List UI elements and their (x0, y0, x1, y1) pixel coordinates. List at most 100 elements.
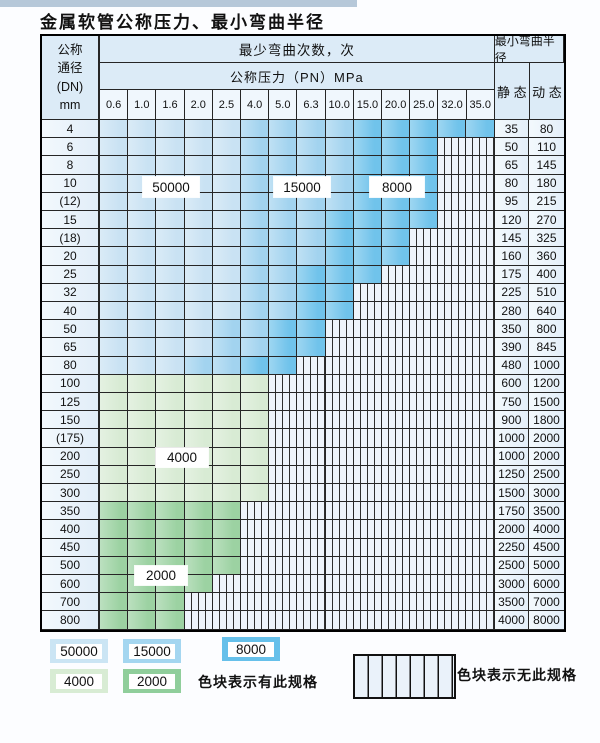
dynamic-radius-cell: 800 (529, 320, 564, 339)
no-spec-cell (353, 302, 382, 321)
spec-cell (212, 411, 241, 430)
dynamic-radius-cell: 110 (529, 138, 564, 157)
no-spec-cell (410, 374, 439, 394)
table-row: 40 280 640 (42, 302, 564, 321)
dn-cell: 300 (42, 484, 100, 503)
dynamic-radius-cell: 1800 (529, 411, 564, 430)
spec-cell (184, 283, 213, 303)
spec-cell (184, 138, 213, 157)
no-spec-cell (466, 320, 495, 339)
spec-cell (353, 229, 382, 248)
table-row: (12) 95 215 (42, 192, 564, 212)
no-spec-cell (466, 356, 495, 375)
spec-cell (353, 265, 382, 284)
no-spec-cell (438, 338, 467, 357)
spec-cell (212, 338, 241, 357)
spec-cell (297, 120, 326, 139)
no-spec-cell (466, 575, 495, 594)
no-spec-cell (297, 374, 326, 394)
no-spec-cell (466, 593, 495, 612)
dn-cell: 10 (42, 174, 100, 193)
no-spec-cell (438, 465, 467, 485)
no-spec-cell (381, 411, 411, 430)
no-spec-cell (381, 465, 411, 485)
spec-cell (297, 320, 326, 339)
static-radius-cell: 2500 (493, 556, 530, 576)
no-spec-cell (410, 447, 439, 466)
no-spec-cell (438, 283, 467, 303)
spec-cell (325, 156, 354, 175)
no-spec-cell (438, 538, 467, 557)
no-spec-cell (325, 356, 354, 375)
no-spec-cell (410, 465, 439, 485)
no-spec-cell (466, 338, 495, 357)
spec-cell (269, 229, 298, 248)
spec-cell (156, 484, 185, 503)
spec-cell (128, 320, 157, 339)
no-spec-cell (466, 393, 495, 412)
spec-cell (156, 302, 185, 321)
spec-cell (184, 538, 213, 557)
spec-cell (240, 465, 270, 485)
spec-cell (212, 229, 241, 248)
pressure-header-cell: 25.0 (410, 90, 439, 119)
spec-cell (240, 356, 270, 375)
spec-cell (156, 120, 185, 139)
no-spec-cell (297, 520, 326, 539)
spec-cell (269, 247, 298, 266)
spec-cell (212, 393, 241, 412)
no-spec-cell (466, 465, 495, 485)
no-spec-cell (466, 283, 495, 303)
static-radius-cell: 280 (493, 302, 530, 321)
spec-cell (325, 174, 354, 193)
spec-cell (184, 502, 213, 521)
no-spec-cell (269, 374, 298, 394)
no-spec-cell (212, 593, 241, 612)
table-row: 6 50 110 (42, 138, 564, 157)
no-spec-cell (353, 374, 382, 394)
dynamic-radius-cell: 1200 (529, 374, 564, 394)
table-row: 100 600 1200 (42, 374, 564, 394)
spec-cell (240, 192, 270, 212)
table-row: 80 480 1000 (42, 356, 564, 375)
table-row: 125 750 1500 (42, 393, 564, 412)
dn-cell: 150 (42, 411, 100, 430)
spec-cell (128, 138, 157, 157)
spec-cell (156, 138, 185, 157)
no-spec-cell (466, 520, 495, 539)
spec-cell (128, 484, 157, 503)
no-spec-cell (381, 556, 411, 576)
dynamic-radius-cell: 215 (529, 192, 564, 212)
dynamic-radius-cell: 360 (529, 247, 564, 266)
spec-cell (128, 447, 157, 466)
spec-cell (156, 229, 185, 248)
dynamic-radius-cell: 3500 (529, 502, 564, 521)
spec-table: 公称 通径 (DN) mm 最少弯曲次数，次 公称压力（PN）MPa 0.6 1.0 1.… (40, 34, 566, 632)
no-spec-cell (466, 484, 495, 503)
spec-cell (128, 338, 157, 357)
spec-cell (212, 465, 241, 485)
no-spec-cell (466, 611, 495, 630)
dn-cell: (12) (42, 192, 100, 212)
spec-cell (100, 465, 129, 485)
spec-cell (156, 374, 185, 394)
spec-cell (212, 174, 241, 193)
pressure-header-cell: 4.0 (241, 90, 270, 119)
spec-cell (128, 502, 157, 521)
no-spec-cell (297, 356, 326, 375)
table-row: 300 1500 3000 (42, 484, 564, 503)
spec-cell (269, 192, 298, 212)
table-row: 600 3000 6000 (42, 575, 564, 594)
spec-cell (100, 320, 129, 339)
no-spec-cell (381, 302, 411, 321)
no-spec-cell (381, 502, 411, 521)
no-spec-cell (381, 538, 411, 557)
spec-cell (410, 120, 439, 139)
spec-cell (269, 211, 298, 230)
spec-cell (325, 302, 354, 321)
spec-cell (240, 265, 270, 284)
spec-cell (100, 447, 129, 466)
no-spec-cell (438, 211, 467, 230)
spec-cell (184, 156, 213, 175)
dn-cell: 65 (42, 338, 100, 357)
